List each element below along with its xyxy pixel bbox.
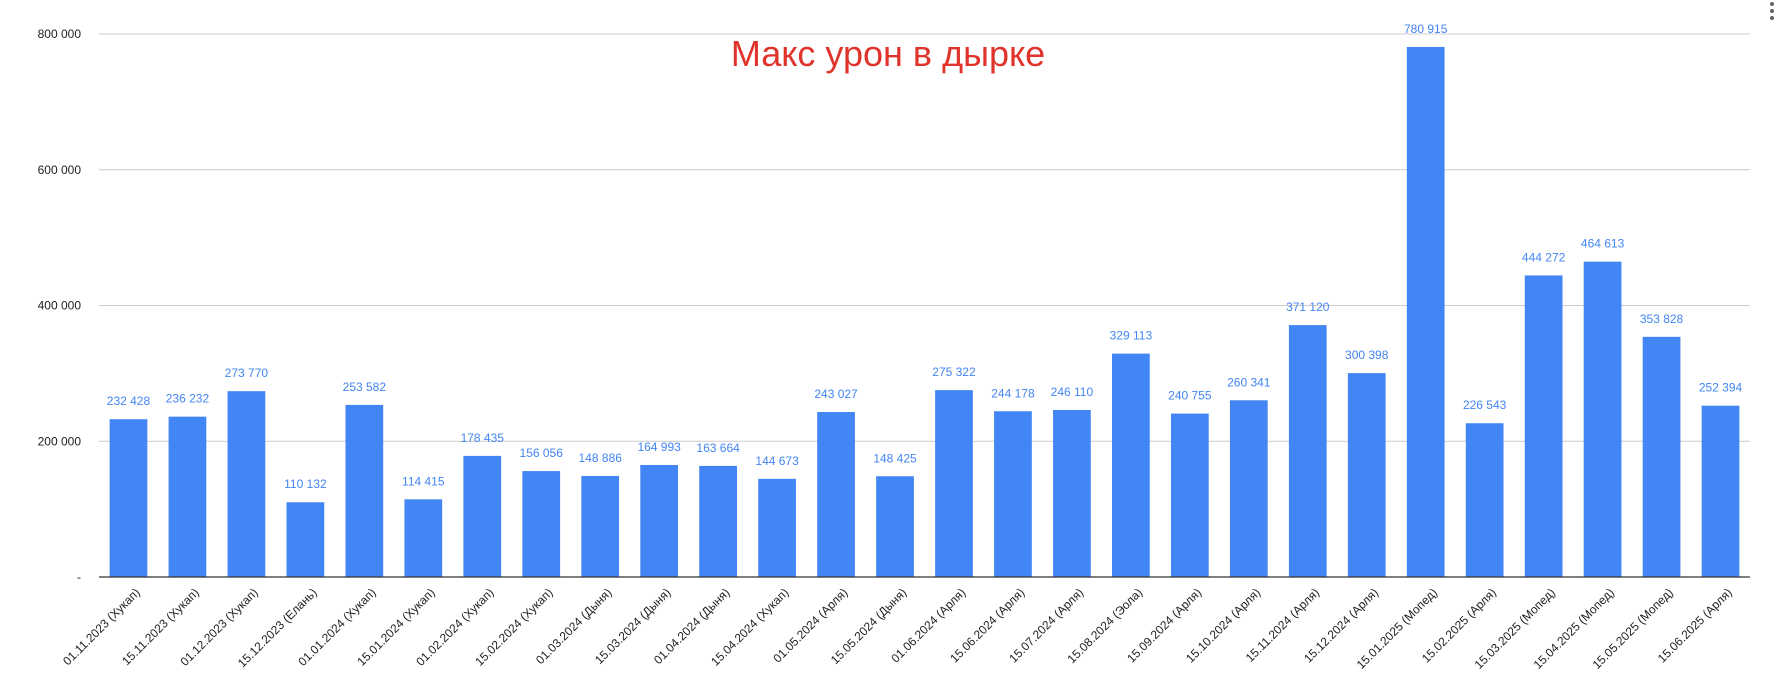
data-label: 148 886 (579, 451, 623, 465)
bar[interactable] (1701, 405, 1740, 577)
data-label: 252 394 (1699, 381, 1743, 395)
bar[interactable] (1406, 46, 1445, 578)
data-label: 144 673 (755, 454, 799, 468)
data-label: 244 178 (991, 386, 1035, 400)
x-axis-ticks: 01.11.2023 (Хукап)15.11.2023 (Хукап)01.1… (60, 585, 1735, 671)
data-label: 260 341 (1227, 375, 1271, 389)
bar[interactable] (463, 455, 502, 577)
data-label: 371 120 (1286, 300, 1330, 314)
data-label: 444 272 (1522, 250, 1566, 264)
data-label: 464 613 (1581, 237, 1625, 251)
data-label: 246 110 (1051, 385, 1094, 399)
bar[interactable] (1642, 336, 1681, 577)
y-axis-ticks: - 200 000 400 000 600 000 800 000 (38, 27, 82, 584)
bar[interactable] (1524, 275, 1563, 577)
data-label: 114 415 (402, 474, 445, 488)
bar[interactable] (817, 412, 855, 577)
bar[interactable] (640, 465, 679, 577)
bar[interactable] (1288, 325, 1327, 577)
data-label: 780 915 (1404, 22, 1448, 36)
y-tick-label: 600 000 (38, 163, 82, 177)
y-tick-label: 200 000 (38, 434, 82, 448)
y-tick-label: - (77, 570, 81, 584)
data-label: 329 113 (1110, 329, 1153, 343)
bar[interactable] (876, 476, 914, 577)
data-label: 232 428 (107, 394, 151, 408)
bars (109, 46, 1740, 578)
data-label: 110 132 (284, 477, 327, 491)
bar[interactable] (935, 390, 973, 577)
bar[interactable] (1053, 409, 1091, 577)
bar[interactable] (522, 471, 561, 577)
bar[interactable] (109, 419, 148, 577)
bar[interactable] (1112, 353, 1150, 577)
bar[interactable] (581, 475, 620, 577)
chart-title: Макс урон в дырке (731, 33, 1045, 74)
data-label: 156 056 (520, 446, 564, 460)
data-label: 300 398 (1345, 348, 1389, 362)
data-label: 275 322 (932, 365, 976, 379)
bar[interactable] (404, 499, 443, 577)
bar[interactable] (345, 404, 384, 577)
bar[interactable] (994, 411, 1032, 577)
y-tick-label: 400 000 (38, 299, 82, 313)
data-label: 148 425 (873, 451, 917, 465)
data-label: 240 755 (1168, 389, 1212, 403)
data-label: 273 770 (225, 366, 269, 380)
data-labels: 232 428 236 232 273 770 110 132 253 582 114 4… (107, 22, 1743, 491)
data-label: 163 664 (696, 441, 740, 455)
data-label: 164 993 (637, 440, 681, 454)
bar[interactable] (1465, 423, 1504, 577)
data-label: 178 435 (461, 431, 505, 445)
bar[interactable] (1170, 413, 1209, 577)
bar[interactable] (168, 416, 207, 577)
bar[interactable] (1347, 373, 1386, 577)
bar[interactable] (227, 391, 266, 577)
bar[interactable] (699, 465, 737, 577)
more-options-icon[interactable] (1770, 2, 1774, 20)
bar[interactable] (1229, 400, 1268, 577)
data-label: 226 543 (1463, 398, 1507, 412)
bar[interactable] (758, 478, 796, 577)
bar[interactable] (1583, 261, 1622, 577)
data-label: 353 828 (1640, 312, 1684, 326)
bar[interactable] (286, 502, 325, 577)
data-label: 236 232 (166, 392, 210, 406)
data-label: 253 582 (343, 380, 387, 394)
y-tick-label: 800 000 (38, 27, 82, 41)
data-label: 243 027 (814, 387, 858, 401)
